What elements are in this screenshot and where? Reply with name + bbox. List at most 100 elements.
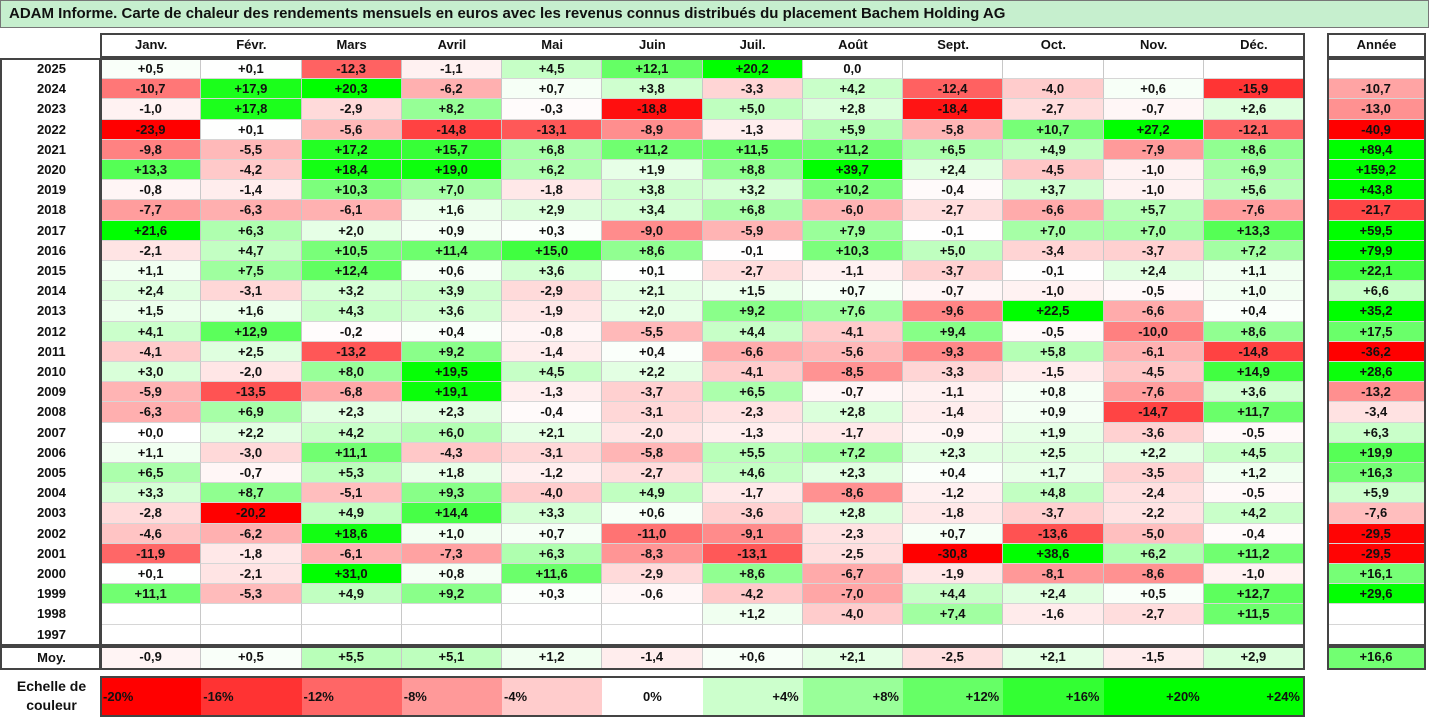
year-label: 2002 bbox=[37, 525, 66, 541]
heatmap-cell: +1,5 bbox=[101, 301, 202, 322]
heatmap-cell: +0,7 bbox=[903, 523, 1004, 544]
column-header: Nov. bbox=[1140, 37, 1168, 52]
heatmap-cell: +3,6 bbox=[401, 301, 502, 322]
annual-cell: -36,2 bbox=[1328, 341, 1425, 362]
heatmap-cell: -0,7 bbox=[1103, 99, 1204, 120]
heatmap-cell: +0,4 bbox=[602, 341, 703, 362]
year-label: 2009 bbox=[37, 384, 66, 400]
heatmap-cell: -20,2 bbox=[201, 503, 302, 524]
column-header: Août bbox=[838, 37, 868, 52]
heatmap-cell: +3,6 bbox=[502, 261, 603, 282]
heatmap-cell: +5,3 bbox=[301, 463, 402, 484]
heatmap-cell: -6,3 bbox=[201, 200, 302, 221]
annual-cell: +19,9 bbox=[1328, 442, 1425, 463]
heatmap-cell: +2,8 bbox=[802, 99, 903, 120]
heatmap-cell: +1,9 bbox=[1003, 422, 1104, 443]
annual-cell: -3,4 bbox=[1328, 402, 1425, 423]
heatmap-cell: +0,1 bbox=[602, 261, 703, 282]
heatmap-cell: +10,7 bbox=[1003, 119, 1104, 140]
heatmap-cell: +0,3 bbox=[502, 584, 603, 605]
heatmap-cell: +3,2 bbox=[301, 281, 402, 302]
year-label: 2005 bbox=[37, 465, 66, 480]
heatmap-cell bbox=[301, 624, 402, 645]
heatmap-cell: -4,2 bbox=[201, 160, 302, 181]
heatmap-cell: +4,8 bbox=[1003, 483, 1104, 504]
heatmap-cell: +17,8 bbox=[201, 99, 302, 120]
heatmap-cell: +3,2 bbox=[702, 180, 803, 201]
heatmap-cell: -0,5 bbox=[1203, 422, 1304, 443]
heatmap-cell: +8,2 bbox=[401, 99, 502, 120]
heatmap-cell: +8,0 bbox=[301, 362, 402, 383]
heatmap-cell: -4,1 bbox=[802, 321, 903, 342]
heatmap-cell bbox=[903, 59, 1004, 80]
heatmap-cell: +4,5 bbox=[502, 362, 603, 383]
heatmap-cell: +5,0 bbox=[903, 240, 1004, 261]
column-header: Févr. bbox=[236, 37, 267, 52]
heatmap-cell: +2,4 bbox=[1003, 584, 1104, 605]
heatmap-cell: -0,8 bbox=[101, 180, 202, 201]
heatmap-cell: -6,1 bbox=[301, 200, 402, 221]
heatmap-cell: +2,2 bbox=[201, 422, 302, 443]
heatmap-cell: +4,9 bbox=[1003, 139, 1104, 160]
heatmap-cell: +3,0 bbox=[101, 362, 202, 383]
heatmap-cell: -1,8 bbox=[502, 180, 603, 201]
average-cell: -0,9 bbox=[101, 647, 202, 669]
heatmap-cell: +0,6 bbox=[1103, 79, 1204, 100]
heatmap-cell: +1,2 bbox=[1203, 463, 1304, 484]
heatmap-cell: -0,6 bbox=[602, 584, 703, 605]
heatmap-cell: -0,7 bbox=[903, 281, 1004, 302]
heatmap-cell: +4,9 bbox=[602, 483, 703, 504]
annual-cell: +6,6 bbox=[1328, 281, 1425, 302]
heatmap-cell: -0,4 bbox=[1203, 523, 1304, 544]
heatmap-cell: +3,4 bbox=[602, 200, 703, 221]
annual-cell bbox=[1328, 624, 1425, 645]
heatmap-cell bbox=[1103, 59, 1204, 80]
heatmap-cell: -1,9 bbox=[903, 564, 1004, 585]
heatmap-cell bbox=[1003, 624, 1104, 645]
annual-cell bbox=[1328, 59, 1425, 80]
heatmap-cell: +12,7 bbox=[1203, 584, 1304, 605]
heatmap-cell: +4,4 bbox=[903, 584, 1004, 605]
heatmap-cell: +1,7 bbox=[1003, 463, 1104, 484]
heatmap-cell: +9,2 bbox=[401, 341, 502, 362]
heatmap-cell: -14,8 bbox=[401, 119, 502, 140]
heatmap-cell: -6,6 bbox=[1003, 200, 1104, 221]
heatmap-cell: +10,5 bbox=[301, 240, 402, 261]
heatmap-cell: -8,6 bbox=[1103, 564, 1204, 585]
heatmap-cell: +1,0 bbox=[401, 523, 502, 544]
column-header: Sept. bbox=[937, 37, 970, 52]
heatmap-cell: +19,5 bbox=[401, 362, 502, 383]
heatmap-cell: +4,5 bbox=[502, 59, 603, 80]
heatmap-cell: +0,5 bbox=[1103, 584, 1204, 605]
color-scale-swatch: -8% bbox=[401, 677, 502, 717]
year-label: 2020 bbox=[37, 162, 66, 177]
heatmap-cell: -0,5 bbox=[1003, 321, 1104, 342]
year-label: 2007 bbox=[37, 424, 66, 440]
heatmap-cell: +0,3 bbox=[502, 220, 603, 241]
annual-cell: +59,5 bbox=[1328, 220, 1425, 241]
column-header: Avril bbox=[437, 37, 467, 52]
heatmap-cell: -3,0 bbox=[201, 442, 302, 463]
heatmap-cell: -0,4 bbox=[502, 402, 603, 423]
heatmap-cell: -2,7 bbox=[702, 261, 803, 282]
heatmap-cell: +21,6 bbox=[101, 220, 202, 241]
heatmap-cell: +4,3 bbox=[301, 301, 402, 322]
heatmap-cell: +2,4 bbox=[101, 281, 202, 302]
heatmap-cell: -10,7 bbox=[101, 79, 202, 100]
heatmap-cell: +31,0 bbox=[301, 564, 402, 585]
heatmap-cell: -0,7 bbox=[201, 463, 302, 484]
heatmap-cell: +6,2 bbox=[1103, 543, 1204, 564]
annual-cell: -29,5 bbox=[1328, 523, 1425, 544]
heatmap-cell bbox=[502, 604, 603, 625]
heatmap-cell: +6,5 bbox=[903, 139, 1004, 160]
year-label: 1998 bbox=[37, 606, 66, 622]
heatmap-cell: +6,5 bbox=[101, 463, 202, 484]
heatmap-cell: -1,1 bbox=[903, 382, 1004, 403]
year-label: 2003 bbox=[37, 505, 66, 521]
heatmap-cell bbox=[903, 624, 1004, 645]
heatmap-cell: -12,4 bbox=[903, 79, 1004, 100]
average-cell: +1,2 bbox=[502, 647, 603, 669]
annual-cell: +6,3 bbox=[1328, 422, 1425, 443]
heatmap-cell: -1,1 bbox=[401, 59, 502, 80]
year-label: 2001 bbox=[37, 545, 66, 561]
